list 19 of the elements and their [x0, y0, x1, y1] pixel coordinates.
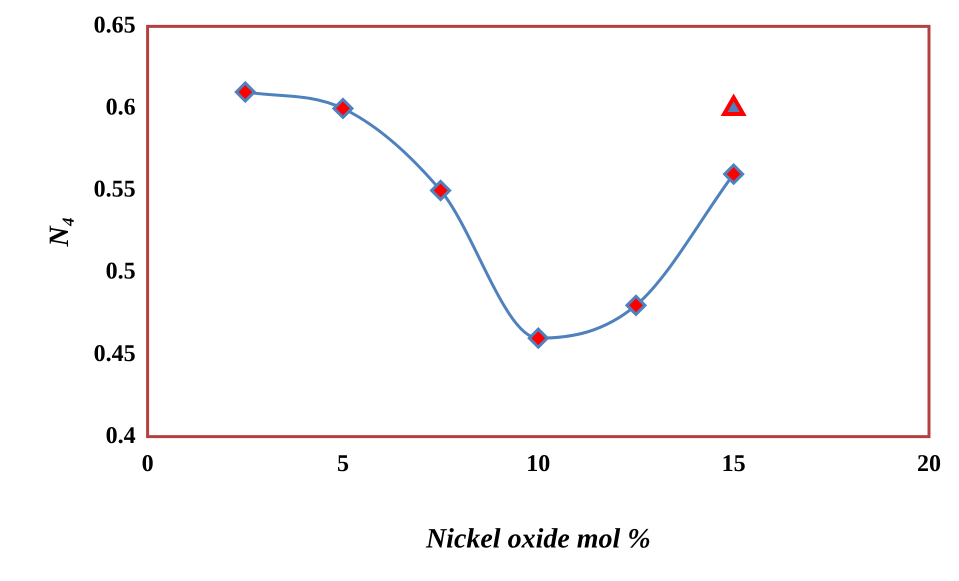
y-tick-label: 0.5: [106, 258, 136, 285]
x-tick-label: 0: [142, 451, 154, 478]
point: [430, 180, 452, 201]
y-tick-label: 0.55: [94, 176, 136, 203]
y-tick-label: 0.6: [106, 94, 136, 121]
point: [528, 328, 549, 349]
point: [625, 294, 646, 316]
y-axis-title: N₄: [44, 216, 76, 248]
point: [234, 82, 256, 103]
x-tick-label: 20: [917, 451, 941, 478]
point: [723, 164, 744, 185]
y-tick-label: 0.45: [94, 340, 136, 367]
x-tick-label: 5: [336, 451, 349, 478]
x-tick-label: 10: [526, 451, 550, 478]
x-axis-title: Nickel oxide mol %: [424, 523, 651, 554]
point: [332, 98, 354, 119]
x-tick-label: 15: [722, 451, 746, 478]
y-tick-label: 0.65: [94, 12, 136, 39]
y-tick-label: 0.4: [106, 422, 136, 449]
